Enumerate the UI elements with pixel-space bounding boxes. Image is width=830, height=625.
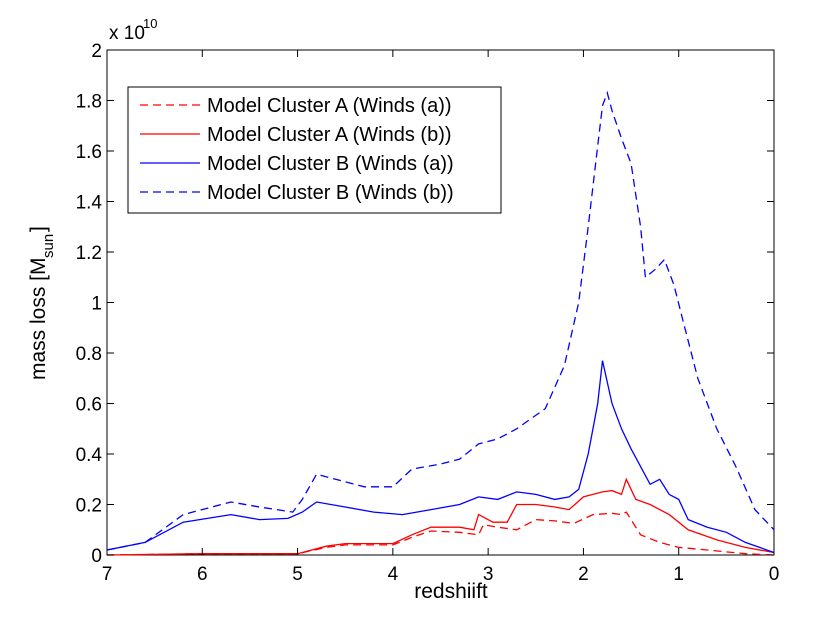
y-tick-label: 0.2 (76, 496, 102, 517)
x-tick-label: 6 (197, 564, 208, 585)
y-tick-label: 1.2 (76, 243, 102, 264)
y-tick-label: 0.8 (76, 344, 102, 365)
series-layer (106, 90, 775, 556)
series-line-2 (106, 477, 775, 556)
x-tick-label: 4 (388, 564, 399, 585)
y-axis-title-text: mass loss [M (27, 257, 50, 380)
x-tick-label: 7 (102, 564, 113, 585)
x-tick-label: 2 (578, 564, 589, 585)
series-line-4 (106, 90, 775, 551)
legend-box (127, 86, 502, 214)
x-axis-title: redshiift (414, 580, 488, 603)
tick-layer: 7 6 5 4 3 2 1 0 0 0.2 0.4 0.6 0.8 1 1.2 1.4 1.6 1.8 2 (76, 41, 780, 585)
y-tick-label: 2 (91, 41, 102, 62)
x-tick-label: 3 (483, 564, 494, 585)
x-tick-label: 1 (673, 564, 684, 585)
y-multiplier: x 10 10 (109, 16, 157, 44)
x-tick-label: 0 (769, 564, 780, 585)
y-multiplier-exponent: 10 (143, 16, 157, 31)
legend-label-2: Model Cluster A (Winds (b)) (207, 124, 452, 146)
y-tick-label: 0 (91, 546, 102, 567)
legend: Model Cluster A (Winds (a)) Model Cluster… (127, 86, 502, 214)
series-line-1 (106, 511, 775, 556)
y-axis-title: mass loss [M sun ] (27, 226, 57, 380)
y-tick-label: 0.4 (76, 445, 103, 466)
y-multiplier-prefix: x 10 (109, 23, 145, 44)
legend-label-1: Model Cluster A (Winds (a)) (207, 95, 452, 117)
y-tick-label: 1.4 (76, 193, 103, 214)
y-axis-title-subscript: sun (40, 234, 57, 258)
y-tick-label: 0.6 (76, 395, 102, 416)
y-tick-label: 1.6 (76, 142, 102, 163)
series-line-3 (106, 360, 775, 554)
y-axis-title-suffix: ] (27, 226, 50, 232)
y-tick-label: 1 (91, 294, 102, 315)
y-tick-label: 1.8 (76, 92, 102, 113)
x-tick-label: 5 (292, 564, 303, 585)
legend-label-3: Model Cluster B (Winds (a)) (207, 153, 454, 175)
legend-label-4: Model Cluster B (Winds (b)) (207, 182, 454, 204)
